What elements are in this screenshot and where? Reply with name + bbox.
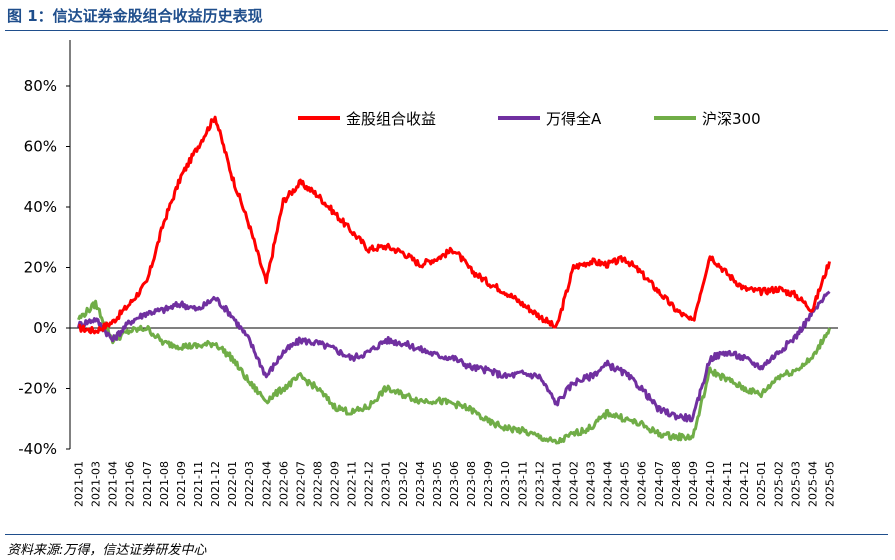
x-tick-label: 2021-06 xyxy=(124,461,137,507)
x-tick-label: 2023-10 xyxy=(499,461,512,507)
y-tick-label: 0% xyxy=(33,319,57,337)
x-tick-label: 2025-01 xyxy=(755,461,768,507)
x-tick-label: 2023-05 xyxy=(431,461,444,507)
x-tick-label: 2023-06 xyxy=(448,461,461,507)
title-rule xyxy=(5,30,888,31)
source-rule xyxy=(5,534,888,535)
y-tick-label: -20% xyxy=(18,380,57,398)
series-line-1 xyxy=(77,290,831,423)
x-tick-label: 2022-07 xyxy=(294,461,307,507)
x-tick-label: 2024-05 xyxy=(619,461,632,507)
x-tick-label: 2025-04 xyxy=(806,461,819,507)
x-tick-label: 2023-12 xyxy=(533,461,546,507)
x-tick-label: 2023-11 xyxy=(516,461,529,507)
x-tick-label: 2021-11 xyxy=(192,461,205,507)
x-tick-label: 2021-12 xyxy=(209,461,222,507)
x-tick-label: 2024-01 xyxy=(550,461,563,507)
x-tick-label: 2021-01 xyxy=(73,461,86,507)
x-tick-label: 2024-09 xyxy=(687,461,700,507)
x-tick-label: 2021-04 xyxy=(107,461,120,507)
x-tick-label: 2022-04 xyxy=(260,461,273,507)
series-line-2 xyxy=(77,299,831,445)
x-tick-label: 2024-02 xyxy=(567,461,580,507)
x-tick-label: 2024-07 xyxy=(653,461,666,507)
x-tick-label: 2024-04 xyxy=(602,461,615,507)
x-tick-label: 2022-01 xyxy=(226,461,239,507)
series-line-0 xyxy=(78,115,831,335)
x-tick-label: 2023-01 xyxy=(380,461,393,507)
x-tick-label: 2024-12 xyxy=(738,461,751,507)
x-tick-label: 2023-04 xyxy=(414,461,427,507)
x-tick-label: 2023-02 xyxy=(397,461,410,507)
legend-label-0: 金股组合收益 xyxy=(346,110,436,128)
x-tick-label: 2025-05 xyxy=(823,461,836,507)
x-tick-label: 2024-08 xyxy=(670,461,683,507)
x-tick-label: 2022-03 xyxy=(243,461,256,507)
x-tick-label: 2022-06 xyxy=(277,461,290,507)
legend-label-1: 万得全A xyxy=(546,110,602,128)
x-tick-label: 2022-12 xyxy=(363,461,376,507)
x-tick-label: 2022-11 xyxy=(346,461,359,507)
y-tick-label: 80% xyxy=(24,77,57,95)
x-tick-label: 2021-07 xyxy=(141,461,154,507)
x-tick-label: 2021-08 xyxy=(158,461,171,507)
source-note: 资料来源:万得，信达证券研发中心 xyxy=(7,543,207,558)
x-tick-label: 2022-09 xyxy=(329,461,342,507)
x-tick-label: 2024-03 xyxy=(585,461,598,507)
x-tick-label: 2024-11 xyxy=(721,461,734,507)
x-tick-label: 2021-03 xyxy=(90,461,103,507)
x-tick-label: 2025-02 xyxy=(772,461,785,507)
x-tick-label: 2023-08 xyxy=(465,461,478,507)
x-tick-label: 2023-09 xyxy=(482,461,495,507)
x-tick-label: 2025-03 xyxy=(789,461,802,507)
y-tick-label: -40% xyxy=(18,440,57,458)
y-tick-label: 40% xyxy=(24,198,57,216)
x-tick-label: 2024-10 xyxy=(704,461,717,507)
figure-title: 图 1：信达证券金股组合收益历史表现 xyxy=(7,7,263,25)
x-tick-label: 2021-09 xyxy=(175,461,188,507)
legend-label-2: 沪深300 xyxy=(702,110,761,128)
y-tick-label: 20% xyxy=(24,259,57,277)
y-tick-label: 60% xyxy=(24,138,57,156)
x-tick-label: 2024-06 xyxy=(636,461,649,507)
x-tick-label: 2022-08 xyxy=(311,461,324,507)
